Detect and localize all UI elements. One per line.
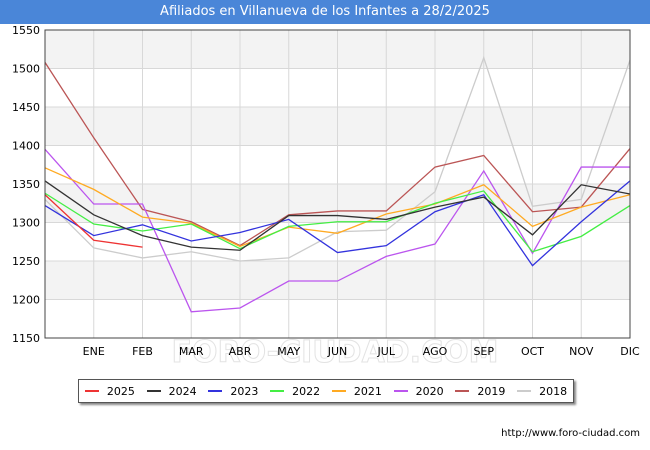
watermark: FORO-CIUDAD.COM xyxy=(172,335,499,370)
legend-label: 2021 xyxy=(353,384,382,398)
y-tick-label: 1150 xyxy=(12,332,40,345)
series-line-2024 xyxy=(44,180,631,251)
x-tick-label: MAY xyxy=(277,345,300,358)
x-tick-label: NOV xyxy=(569,345,594,358)
series-line-2022 xyxy=(44,190,631,253)
series-line-2019 xyxy=(44,61,631,247)
legend-label: 2018 xyxy=(539,384,568,398)
legend-item-2020: 2020 xyxy=(393,384,444,398)
series-line-2023 xyxy=(44,180,631,267)
y-tick-label: 1500 xyxy=(12,63,40,76)
legend-label: 2019 xyxy=(477,384,506,398)
y-tick-label: 1350 xyxy=(12,178,40,191)
series-line-2021 xyxy=(44,167,631,248)
x-tick-label: JUL xyxy=(377,345,396,358)
legend-label: 2022 xyxy=(292,384,321,398)
x-tick-label: FEB xyxy=(132,345,153,358)
plot-frame xyxy=(44,29,631,339)
x-tick-label: OCT xyxy=(521,345,544,358)
legend-swatch xyxy=(517,390,532,392)
legend-item-2021: 2021 xyxy=(331,384,382,398)
legend-swatch xyxy=(270,390,285,392)
legend-swatch xyxy=(393,390,408,392)
y-tick-label: 1200 xyxy=(12,294,40,307)
series-line-2018 xyxy=(44,55,631,262)
chart-title: Afiliados en Villanueva de los Infantes … xyxy=(0,0,650,24)
legend-swatch xyxy=(146,390,161,392)
legend: 2025 2024 2023 2022 2021 2020 2019 2018 xyxy=(78,379,574,403)
series-line-2020 xyxy=(44,148,630,313)
x-tick-label: ABR xyxy=(229,345,252,358)
x-tick-label: SEP xyxy=(473,345,494,358)
legend-swatch xyxy=(84,390,99,392)
x-tick-label: ENE xyxy=(83,345,105,358)
legend-item-2018: 2018 xyxy=(517,385,567,398)
source-url: http://www.foro-ciudad.com xyxy=(501,428,640,439)
y-tick-label: 1250 xyxy=(12,255,40,268)
legend-item-2024: 2024 xyxy=(146,384,197,398)
y-tick-label: 1550 xyxy=(12,24,40,37)
legend-swatch xyxy=(208,390,223,392)
legend-label: 2020 xyxy=(415,384,444,398)
x-tick-label: DIC xyxy=(620,345,640,358)
y-axis-tick-labels: 1150 1200 1250 1300 1350 1400 1450 1500 1550 xyxy=(12,24,40,345)
legend-label: 2023 xyxy=(230,384,259,398)
y-tick-label: 1450 xyxy=(12,101,40,114)
legend-item-2023: 2023 xyxy=(208,385,258,398)
series-line-2025 xyxy=(44,194,143,248)
y-tick-label: 1300 xyxy=(12,217,40,230)
legend-item-2022: 2022 xyxy=(270,385,320,398)
legend-swatch xyxy=(455,390,470,392)
legend-label: 2024 xyxy=(168,384,197,398)
x-tick-label: JUN xyxy=(327,345,348,358)
series-lines xyxy=(44,55,631,313)
legend-label: 2025 xyxy=(106,384,135,398)
legend-item-2025: 2025 xyxy=(84,384,135,398)
legend-swatch xyxy=(331,390,346,392)
legend-item-2019: 2019 xyxy=(455,385,505,398)
x-tick-label: AGO xyxy=(423,345,448,358)
y-tick-label: 1400 xyxy=(12,140,40,153)
x-axis-tick-labels: ENE FEB MAR ABR MAY JUN JUL AGO SEP OCT NOV DIC xyxy=(83,345,640,358)
x-tick-label: MAR xyxy=(179,345,204,358)
